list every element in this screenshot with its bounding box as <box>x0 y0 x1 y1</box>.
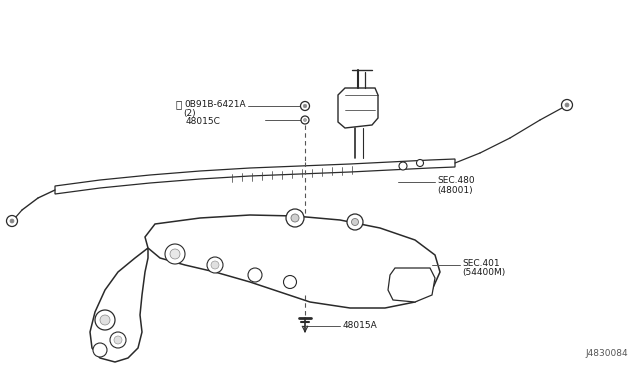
Circle shape <box>6 215 17 227</box>
Text: 48015C: 48015C <box>186 116 221 125</box>
Circle shape <box>170 249 180 259</box>
Circle shape <box>248 268 262 282</box>
Text: Ⓝ: Ⓝ <box>175 99 181 109</box>
Polygon shape <box>90 248 148 362</box>
Text: 0B91B-6421A: 0B91B-6421A <box>184 99 246 109</box>
Circle shape <box>303 119 307 122</box>
Circle shape <box>351 218 358 225</box>
Text: 48015A: 48015A <box>343 321 378 330</box>
Circle shape <box>211 261 219 269</box>
Text: SEC.480: SEC.480 <box>437 176 475 185</box>
Circle shape <box>399 162 407 170</box>
Circle shape <box>301 116 309 124</box>
Text: J4830084: J4830084 <box>586 349 628 358</box>
Circle shape <box>10 219 14 223</box>
Circle shape <box>284 276 296 289</box>
Polygon shape <box>55 159 455 194</box>
Circle shape <box>561 99 573 110</box>
Text: (48001): (48001) <box>437 186 472 195</box>
Polygon shape <box>145 215 440 308</box>
Circle shape <box>565 103 569 107</box>
Polygon shape <box>338 88 378 128</box>
Circle shape <box>114 336 122 344</box>
Circle shape <box>110 332 126 348</box>
Circle shape <box>95 310 115 330</box>
Circle shape <box>93 343 107 357</box>
Circle shape <box>347 214 363 230</box>
Text: SEC.401: SEC.401 <box>462 259 500 267</box>
Circle shape <box>286 209 304 227</box>
Circle shape <box>303 104 307 108</box>
Circle shape <box>207 257 223 273</box>
Circle shape <box>165 244 185 264</box>
Circle shape <box>301 102 310 110</box>
Text: (54400M): (54400M) <box>462 269 505 278</box>
Polygon shape <box>388 268 435 302</box>
Circle shape <box>291 214 299 222</box>
Circle shape <box>100 315 110 325</box>
Text: (2): (2) <box>183 109 196 118</box>
Circle shape <box>417 160 424 167</box>
